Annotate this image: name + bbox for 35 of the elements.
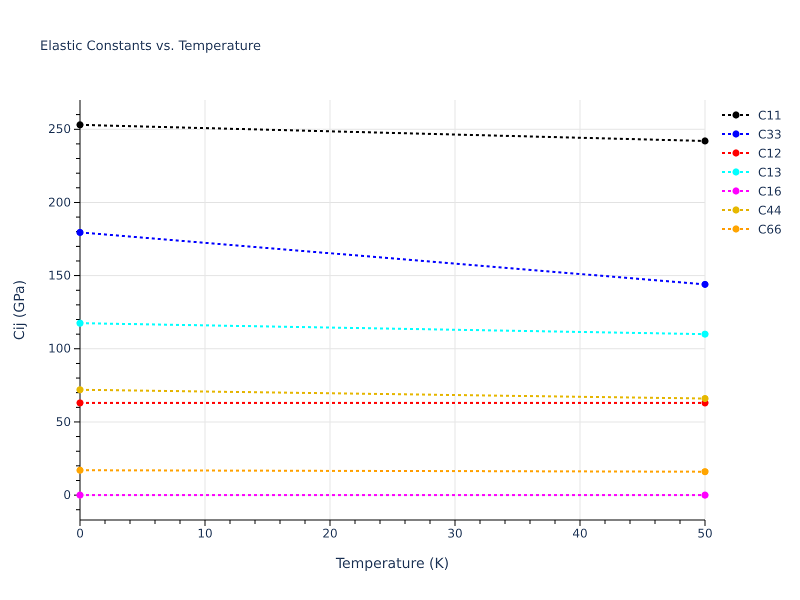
point — [76, 320, 84, 327]
point — [76, 399, 84, 406]
point — [76, 228, 84, 236]
x-tick-label: 0 — [76, 526, 84, 541]
point — [701, 468, 709, 476]
legend-label: C16 — [758, 184, 782, 198]
legend-label: C12 — [758, 146, 782, 160]
y-tick-label: 250 — [48, 122, 71, 136]
y-tick-label: 50 — [56, 414, 71, 429]
x-tick-label: 20 — [322, 526, 338, 541]
y-tick-label: 0 — [63, 488, 71, 502]
point — [701, 330, 709, 338]
point — [76, 121, 84, 128]
legend-label: C11 — [758, 108, 782, 122]
x-tick-label: 30 — [447, 526, 463, 541]
point — [701, 280, 709, 288]
x-tick-label: 40 — [572, 526, 588, 541]
point — [701, 394, 709, 402]
point — [76, 492, 84, 499]
x-tick-label: 50 — [697, 526, 713, 541]
point — [701, 492, 709, 499]
y-tick-label: 100 — [48, 342, 71, 356]
legend-label: C33 — [758, 128, 782, 142]
y-axis-title: Cij (GPa) — [12, 280, 28, 340]
point — [76, 386, 84, 394]
point — [701, 137, 709, 145]
legend-label: C13 — [758, 166, 782, 180]
legend-label: C44 — [758, 204, 782, 218]
y-tick-label: 150 — [48, 268, 71, 282]
chart-title: Elastic Constants vs. Temperature — [40, 39, 261, 54]
x-axis-title: Temperature (K) — [334, 556, 450, 572]
x-tick-label: 10 — [197, 526, 213, 541]
y-tick-label: 200 — [48, 195, 71, 210]
point — [76, 466, 84, 474]
legend-label: C66 — [758, 222, 782, 236]
